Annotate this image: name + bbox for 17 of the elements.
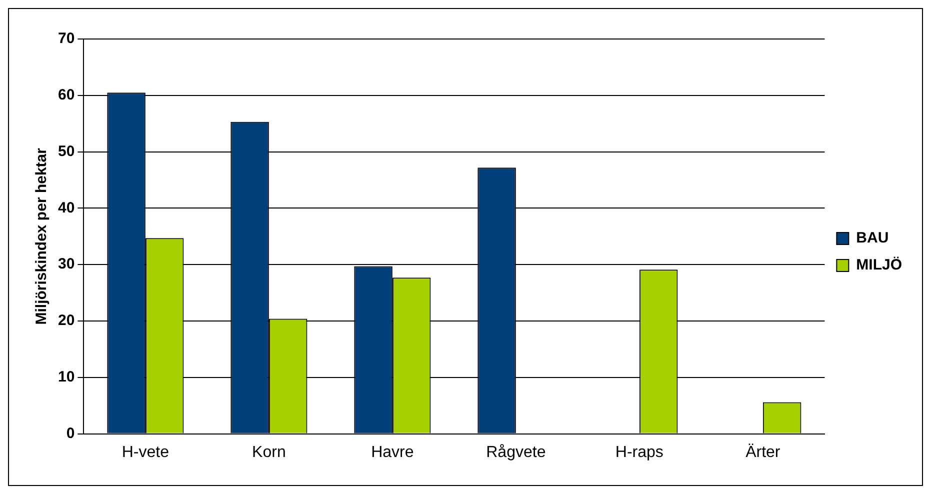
x-tick-label: Ärter xyxy=(746,442,781,461)
x-tick-label: Havre xyxy=(371,444,414,461)
legend-label: MILJÖ xyxy=(856,256,902,274)
y-tick-label: 20 xyxy=(58,312,75,330)
y-axis-title: Miljöriskindex per hektar xyxy=(33,148,50,325)
y-tick-label: 70 xyxy=(58,30,75,48)
y-tick-label: 0 xyxy=(66,424,75,442)
x-tick-label: Korn xyxy=(252,444,286,461)
y-tick-label: 10 xyxy=(58,368,75,386)
x-tick-label: H-vete xyxy=(122,444,170,461)
x-tick-label: H-raps xyxy=(615,444,664,461)
y-tick-label: 30 xyxy=(58,256,75,273)
legend-label: BAU xyxy=(856,230,889,247)
y-tick-label: 50 xyxy=(58,142,75,160)
y-tick-label: 40 xyxy=(58,199,75,216)
y-tick-label: 60 xyxy=(58,86,75,104)
x-tick-label: Rågvete xyxy=(486,444,546,461)
